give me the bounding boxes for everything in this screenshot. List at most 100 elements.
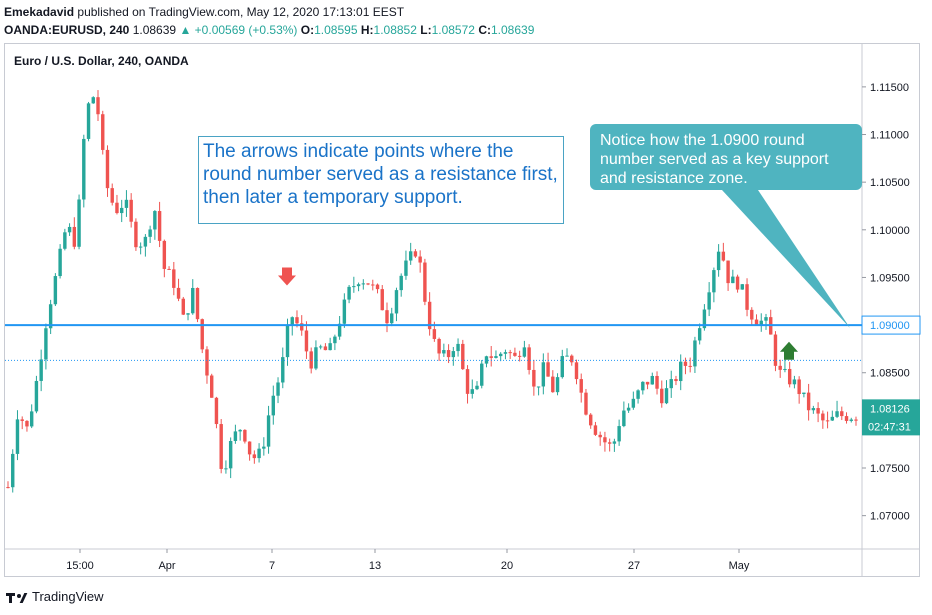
candle-body	[375, 284, 380, 290]
candle-body	[465, 369, 470, 394]
candle-body	[825, 420, 830, 422]
candle-body	[565, 355, 569, 357]
candle-body	[342, 299, 347, 324]
callout-pointer	[722, 190, 850, 328]
candle-body	[243, 429, 247, 442]
author-name[interactable]: Emekadavid	[4, 5, 75, 19]
candle-body	[731, 276, 735, 284]
candle-body	[148, 229, 152, 237]
y-tick-label: 1.11000	[870, 130, 909, 142]
candle-body	[257, 448, 261, 459]
candle-body	[224, 468, 228, 470]
candle-body	[82, 138, 86, 200]
chart-legend: Euro / U.S. Dollar, 240, OANDA	[14, 54, 189, 68]
candle-body	[328, 343, 332, 351]
x-tick-label: Apr	[158, 560, 175, 572]
candle-body	[655, 375, 659, 389]
candle-body	[366, 283, 370, 285]
x-tick-label: 13	[369, 560, 381, 572]
candle-body	[58, 248, 62, 277]
candle-body	[470, 389, 474, 394]
candle-body	[437, 338, 441, 354]
symbol-label: OANDA:EURUSD, 240	[4, 23, 130, 37]
tradingview-logo[interactable]: TradingView	[6, 589, 104, 604]
candle-body	[77, 199, 81, 247]
candle-body	[323, 346, 328, 351]
candle-body	[276, 382, 280, 396]
last-price-label: 1.08126	[870, 403, 910, 415]
candle-body	[219, 424, 223, 469]
candle-body	[570, 355, 574, 363]
arrow-down-icon	[278, 267, 296, 286]
candle-body	[650, 375, 654, 385]
candle-body	[167, 268, 171, 270]
candle-body	[333, 336, 337, 344]
candle-body	[205, 349, 209, 376]
open-label: O:	[300, 23, 315, 37]
y-tick-label: 1.11500	[870, 82, 909, 94]
candle-body	[129, 199, 133, 222]
candle-body	[181, 298, 185, 315]
candle-body	[427, 301, 432, 330]
candle-body	[25, 420, 29, 427]
candle-body	[228, 440, 233, 469]
candle-body	[271, 395, 276, 416]
candle-body	[295, 317, 299, 324]
candle-body	[290, 317, 294, 326]
candle-body	[380, 289, 384, 311]
candle-body	[674, 379, 678, 382]
candle-body	[513, 352, 517, 356]
candle-body	[356, 284, 361, 287]
publish-info: Emekadavid published on TradingView.com,…	[4, 5, 404, 19]
y-tick-label: 1.07500	[870, 463, 910, 475]
y-tick-label: 1.07000	[870, 511, 910, 523]
candle-body	[603, 437, 607, 443]
candle-body	[347, 286, 351, 300]
candle-body	[318, 346, 323, 348]
countdown-label: 02:47:31	[868, 421, 911, 433]
candle-body	[408, 251, 413, 261]
open-value: 1.08595	[314, 23, 358, 37]
candle-body	[39, 359, 43, 381]
candle-body	[721, 251, 726, 261]
candle-body	[546, 362, 550, 377]
candle-body	[390, 313, 394, 324]
candle-body	[191, 287, 195, 314]
candle-body	[645, 381, 650, 385]
change-value: +0.00569 (+0.53%)	[194, 23, 298, 37]
candle-body	[688, 365, 692, 367]
candle-body	[588, 414, 593, 426]
arrow-up-icon	[780, 341, 798, 360]
candle-body	[153, 211, 157, 230]
candle-body	[413, 251, 418, 257]
candle-body	[63, 232, 67, 249]
candle-body	[480, 363, 484, 386]
candle-body	[508, 352, 512, 354]
candle-body	[143, 236, 148, 247]
y-tick-label: 1.08500	[870, 368, 910, 380]
candle-body	[735, 276, 740, 290]
candle-body	[598, 434, 602, 438]
candle-body	[262, 446, 266, 449]
tradingview-logo-icon	[6, 590, 28, 604]
y-tick-label: 1.09500	[870, 272, 910, 284]
high-label: H:	[360, 23, 374, 37]
candle-body	[11, 453, 15, 488]
ohlc-header: OANDA:EURUSD, 240 1.08639 ▲ +0.00569 (+0…	[4, 23, 534, 37]
candle-body	[844, 416, 849, 421]
candle-body	[821, 413, 825, 421]
annotation-callout-round-number: Notice how the 1.0900 round number serve…	[590, 124, 862, 190]
x-tick-label: 27	[628, 560, 640, 572]
candle-body	[101, 114, 105, 150]
candle-body	[612, 441, 617, 444]
candle-body	[266, 415, 271, 447]
candle-body	[579, 379, 583, 393]
candle-body	[555, 377, 560, 393]
candle-body	[399, 275, 403, 291]
candle-body	[404, 260, 408, 276]
candle-body	[285, 325, 290, 358]
candle-body	[773, 334, 778, 366]
candle-body	[214, 397, 219, 425]
candle-body	[200, 319, 204, 350]
